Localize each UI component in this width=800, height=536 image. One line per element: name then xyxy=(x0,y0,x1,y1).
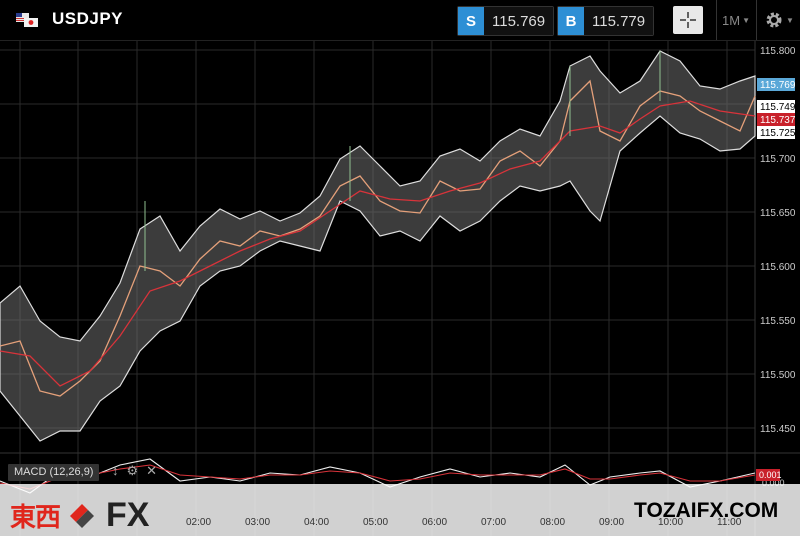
price-line xyxy=(0,79,756,397)
moving-average-line xyxy=(0,100,756,387)
current-price-tag: 115.769 xyxy=(760,80,796,91)
sell-quote-button[interactable]: S 115.769 xyxy=(457,6,555,36)
macd-indicator-label[interactable]: MACD (12,26,9) xyxy=(8,464,100,481)
macd-axis-value: 0.000 xyxy=(762,478,785,488)
time-tick: 07:00 xyxy=(481,517,507,528)
time-tick: 06:00 xyxy=(422,517,448,528)
candles xyxy=(144,51,661,271)
price-tick: 115.450 xyxy=(760,424,796,435)
macd-tools: ↕ ⚙ ✕ xyxy=(112,463,157,479)
price-tick: 115.700 xyxy=(760,154,796,165)
price-tick: 115.500 xyxy=(760,370,796,381)
time-tick: 10:00 xyxy=(658,517,684,528)
crosshair-icon xyxy=(680,12,696,28)
logo-diamond-icon xyxy=(70,503,95,528)
logo-kanji: 東西 xyxy=(10,502,61,532)
price-tick: 115.600 xyxy=(760,262,796,273)
price-axis: 115.800 115.700 115.650 115.600 115.550 … xyxy=(760,46,796,435)
macd-signal-line xyxy=(0,464,756,490)
time-tick: 02:00 xyxy=(186,517,212,528)
price-chart[interactable]: 115.800 115.700 115.650 115.600 115.550 … xyxy=(0,41,800,536)
chevron-down-icon: ▼ xyxy=(742,15,750,25)
settings-button[interactable]: ▼ xyxy=(756,0,800,40)
macd-current-tag-bg xyxy=(756,469,780,481)
time-tick: 09:00 xyxy=(599,517,625,528)
sell-tag: S xyxy=(458,7,484,35)
site-watermark: TOZAIFX.COM xyxy=(634,499,779,522)
symbol-title[interactable]: USDJPY xyxy=(52,9,124,28)
bollinger-band xyxy=(0,50,756,442)
close-icon[interactable]: ✕ xyxy=(146,463,158,478)
chevron-down-icon: ▼ xyxy=(786,15,794,25)
timeframe-label: 1M xyxy=(722,12,741,28)
macd-current-tag: 0.001 xyxy=(759,470,782,480)
gear-icon[interactable]: ⚙ xyxy=(126,463,139,478)
ma-tag: 115.737 xyxy=(760,115,796,126)
timeframe-dropdown[interactable]: 1M ▼ xyxy=(716,0,755,40)
logo-fx: FX xyxy=(106,496,150,534)
sell-price: 115.769 xyxy=(484,7,554,35)
us-jp-flag-icon xyxy=(16,13,38,27)
price-tick: 115.800 xyxy=(760,46,796,57)
top-toolbar: USDJPY S 115.769 B 115.779 1M ▼ ▼ xyxy=(0,0,800,41)
time-tick: 03:00 xyxy=(245,517,271,528)
move-icon[interactable]: ↕ xyxy=(112,463,119,478)
price-tick: 115.650 xyxy=(760,208,796,219)
time-tick: 05:00 xyxy=(363,517,389,528)
buy-quote-button[interactable]: B 115.779 xyxy=(557,6,655,36)
time-tick: 08:00 xyxy=(540,517,566,528)
branding-overlay xyxy=(0,484,800,536)
buy-price: 115.779 xyxy=(584,7,654,35)
lower-band-tag: 115.725 xyxy=(760,128,796,139)
time-tick: 04:00 xyxy=(304,517,330,528)
buy-tag: B xyxy=(558,7,584,35)
gear-icon xyxy=(766,12,782,28)
time-tick: 11:00 xyxy=(717,517,742,528)
price-tags: 115.769 115.749 115.737 115.725 xyxy=(757,78,796,139)
crosshair-button[interactable] xyxy=(673,6,703,34)
price-tick: 115.550 xyxy=(760,316,796,327)
upper-band-tag: 115.749 xyxy=(760,102,796,113)
brand-logo: 東西 FX xyxy=(10,496,149,535)
